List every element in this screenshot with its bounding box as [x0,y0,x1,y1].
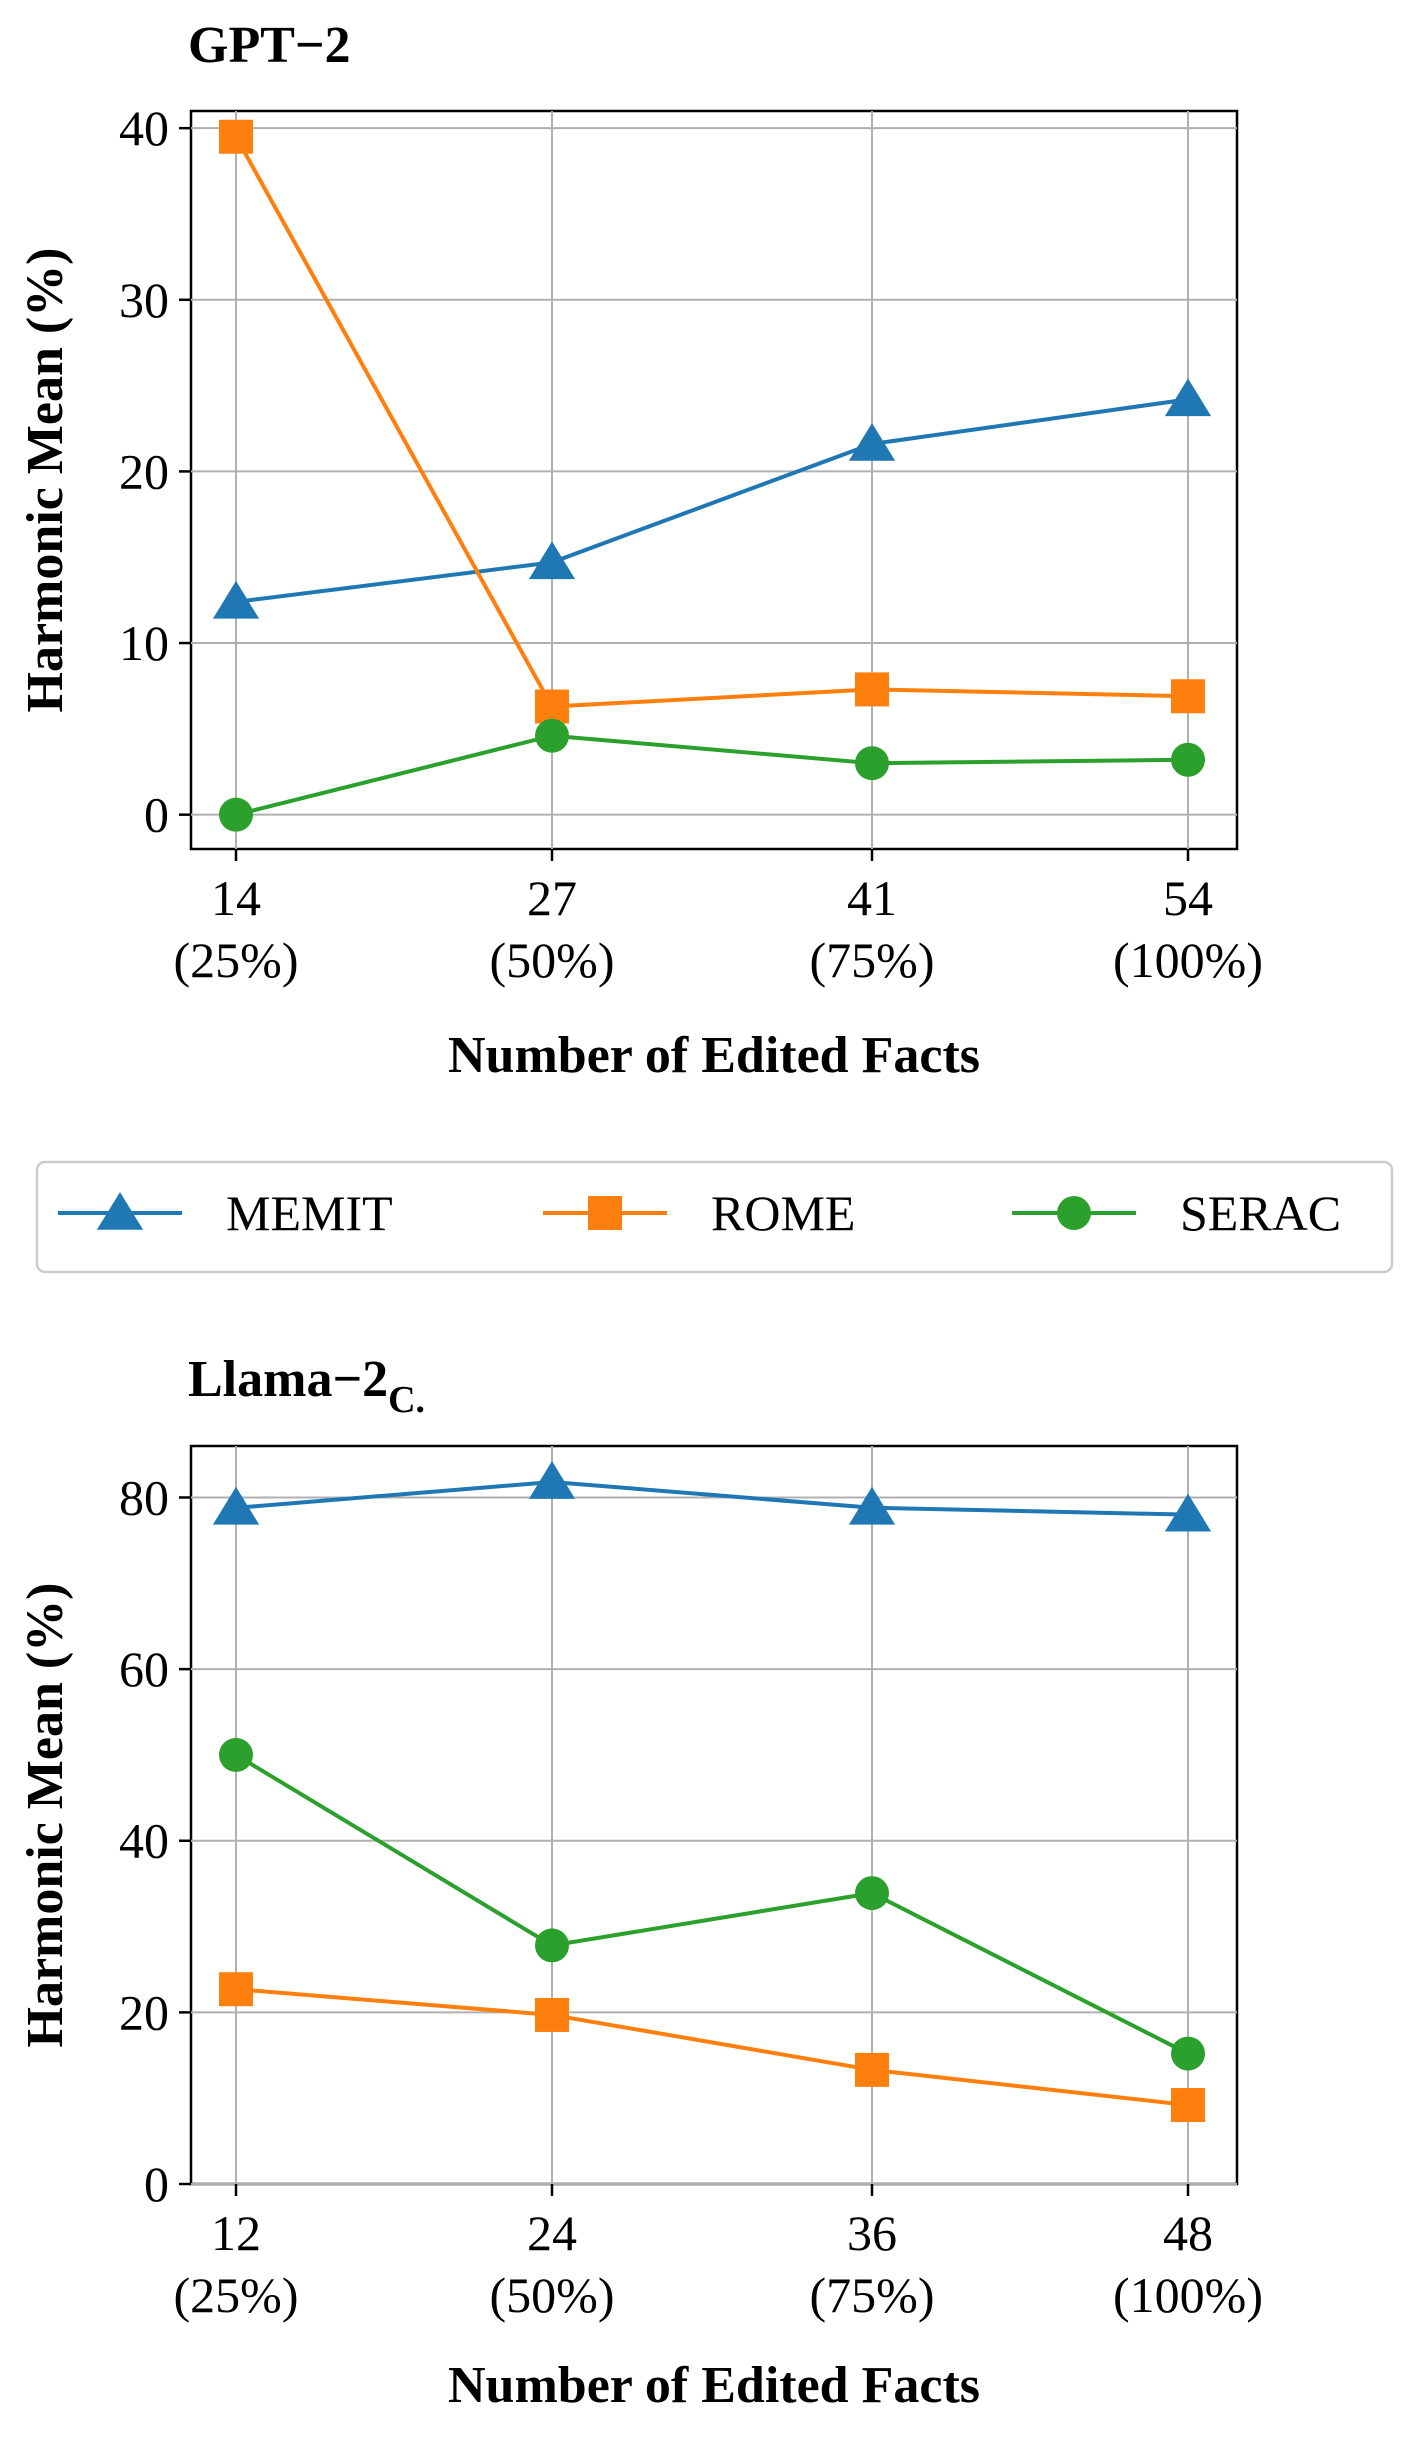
y-tick-label: 80 [119,1469,169,1525]
x-tick-label: (100%) [1113,2267,1263,2323]
chart-title: Llama−2C. [188,1351,425,1421]
grid-lines [191,111,1237,849]
data-point-rome [855,2052,889,2087]
x-tick-label: 48 [1163,2205,1213,2261]
y-axis-label: Harmonic Mean (%) [17,247,74,712]
chart-gpt2: GPT−2 0 10 20 30 40 14 (25%) 27 (50%) 41 (75%) 54 (… [17,17,1263,1084]
data-point-rome [855,672,889,707]
legend-marker-memit [96,1192,144,1230]
x-tick-label: 12 [211,2205,261,2261]
data-point-serac [855,1876,889,1911]
data-point-serac [855,746,889,781]
legend-label-rome: ROME [711,1185,855,1241]
y-tick-label: 30 [119,272,169,328]
y-tick-label: 20 [119,443,169,499]
data-point-memit [212,580,260,619]
legend-marker-serac [1057,1196,1091,1230]
series-group [212,119,1212,832]
data-point-memit [1164,378,1212,417]
data-point-memit [528,1461,576,1499]
x-tick-label: (75%) [810,2267,935,2323]
data-point-serac [219,1737,253,1772]
data-point-rome [219,1972,253,2007]
x-tick-label: 36 [847,2205,897,2261]
x-tick-label: 24 [527,2205,577,2261]
data-point-memit [848,1486,896,1525]
chart-title: GPT−2 [188,17,351,74]
series-line-rome [234,135,1189,709]
data-point-memit [212,1486,260,1525]
plot-area-frame [189,109,1239,851]
x-tick-label: (25%) [174,932,299,988]
data-point-rome [219,119,253,154]
legend: MEMIT ROME SERAC [35,1160,1394,1274]
x-tick-label: 54 [1163,870,1213,926]
x-tick-label: (50%) [490,932,615,988]
data-point-serac [1171,2036,1205,2071]
legend-box [35,1160,1394,1274]
grid-lines [191,1446,1237,2185]
x-tick-label: 14 [211,870,261,926]
x-axis-label: Number of Edited Facts [448,1027,980,1084]
x-tick-label: (25%) [174,2267,299,2323]
x-ticks: 12 (25%) 24 (50%) 36 (75%) 48 (100%) [174,2184,1263,2323]
series-line-rome [235,1987,1189,2108]
legend-marker-rome [588,1196,622,1230]
data-point-serac [535,1928,569,1963]
x-tick-label: (75%) [810,932,935,988]
y-ticks: 0 20 40 60 80 [119,1469,191,2212]
series-line-serac [235,733,1189,817]
series-line-serac [234,1753,1189,2056]
x-tick-label: (100%) [1113,932,1263,988]
data-point-memit [848,422,896,461]
data-point-serac [535,718,569,753]
series-line-memit [235,1480,1189,1517]
legend-label-memit: MEMIT [226,1185,393,1241]
data-point-memit [528,541,576,580]
data-point-rome [535,1997,569,2032]
data-point-serac [219,797,253,832]
chart-llama2: Llama−2C. 0 20 40 60 80 12 (25%) 24 (50%) 36 (75%… [17,1351,1263,2414]
plot-area-frame [189,1444,1239,2186]
x-tick-label: 27 [527,870,577,926]
y-tick-label: 0 [144,2156,169,2212]
y-axis-label: Harmonic Mean (%) [17,1582,74,2047]
x-tick-label: (50%) [490,2267,615,2323]
series-line-memit [235,397,1189,604]
y-tick-label: 0 [144,787,169,843]
y-tick-label: 10 [119,615,169,671]
y-ticks: 0 10 20 30 40 [119,100,191,843]
data-point-rome [1171,679,1205,714]
x-tick-label: 41 [847,870,897,926]
y-tick-label: 20 [119,1984,169,2040]
y-tick-label: 60 [119,1641,169,1697]
x-axis-label: Number of Edited Facts [448,2357,980,2414]
data-point-memit [1164,1493,1212,1532]
x-ticks: 14 (25%) 27 (50%) 41 (75%) 54 (100%) [174,849,1263,988]
y-tick-label: 40 [119,100,169,156]
data-point-serac [1171,742,1205,777]
legend-label-serac: SERAC [1180,1185,1341,1241]
series-group [212,1461,1212,2123]
data-point-rome [535,689,569,724]
y-tick-label: 40 [119,1813,169,1869]
data-point-rome [1171,2088,1205,2123]
